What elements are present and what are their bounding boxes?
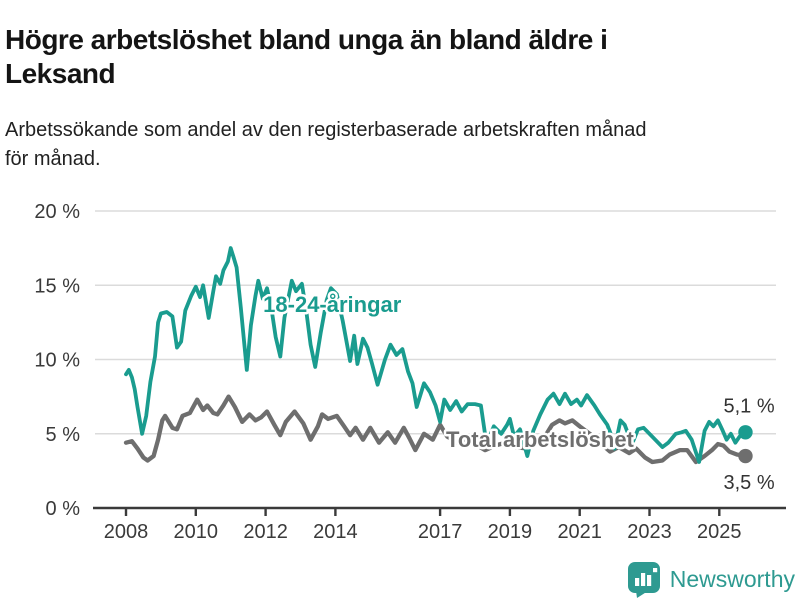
y-axis-label-5: 5 % bbox=[46, 424, 81, 446]
bar-chart-speech-bubble-icon bbox=[627, 562, 660, 598]
x-axis-label-2012: 2012 bbox=[243, 521, 288, 543]
unemployment-line-chart: 0 % 5 % 10 % 15 % 20 % 2008 2010 2012 2014 2017 20… bbox=[34, 201, 786, 543]
y-axis-label-0: 0 % bbox=[46, 498, 81, 520]
x-axis-label-2025: 2025 bbox=[697, 521, 742, 543]
youth-end-value-label: 5,1 % bbox=[723, 395, 774, 417]
newsworthy-logo[interactable]: Newsworthy bbox=[627, 561, 795, 598]
x-axis-label-2008: 2008 bbox=[104, 521, 149, 543]
total-line bbox=[123, 394, 748, 465]
subtitle-line-2: för månad. bbox=[5, 148, 101, 170]
x-axis-label-2023: 2023 bbox=[627, 521, 672, 543]
chart-subtitle: Arbetssökande som andel av den registerb… bbox=[5, 116, 785, 174]
x-axis-label-2021: 2021 bbox=[557, 521, 602, 543]
title-line-1: Högre arbetslöshet bland unga än bland ä… bbox=[5, 23, 608, 55]
brand-name: Newsworthy bbox=[669, 566, 795, 592]
subtitle-line-1: Arbetssökande som andel av den registerb… bbox=[5, 119, 647, 141]
total-series-label: Total arbetslöshet bbox=[446, 427, 635, 452]
x-axis-label-2010: 2010 bbox=[174, 521, 219, 543]
total-end-value-label: 3,5 % bbox=[723, 472, 774, 494]
x-axis-label-2014: 2014 bbox=[313, 521, 358, 543]
youth-series-label: 18-24-åringar bbox=[263, 292, 402, 317]
youth-line bbox=[124, 246, 748, 464]
y-axis-label-15: 15 % bbox=[34, 275, 80, 297]
page-title: Högre arbetslöshet bland unga än bland ä… bbox=[5, 23, 785, 91]
y-axis-label-20: 20 % bbox=[34, 201, 80, 223]
x-axis-label-2017: 2017 bbox=[418, 521, 463, 543]
title-line-2: Leksand bbox=[5, 57, 116, 89]
x-axis-label-2019: 2019 bbox=[488, 521, 533, 543]
youth-end-dot bbox=[738, 425, 753, 440]
total-end-dot bbox=[738, 448, 753, 464]
y-axis-label-10: 10 % bbox=[34, 350, 80, 372]
